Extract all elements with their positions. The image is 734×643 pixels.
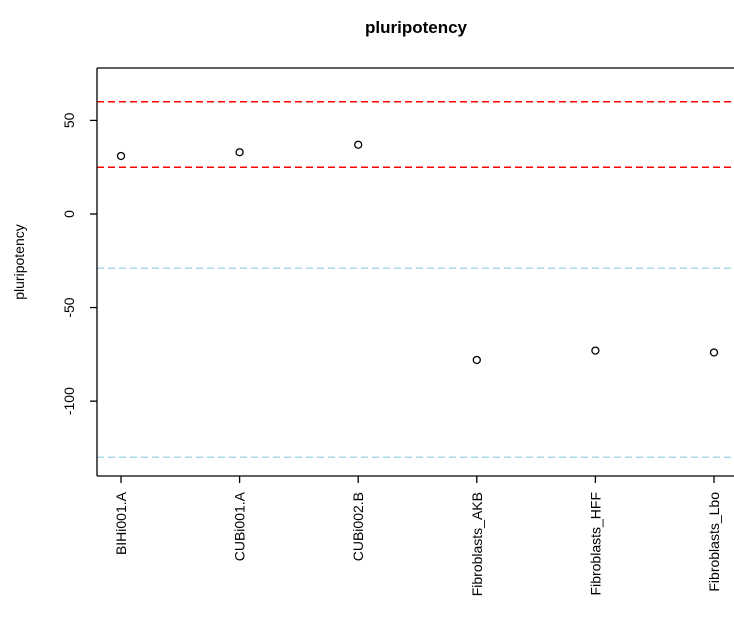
x-tick-label: BIHi001.A xyxy=(113,491,129,555)
data-point-5 xyxy=(591,346,600,355)
y-axis-label: pluripotency xyxy=(11,224,27,300)
data-point-2 xyxy=(235,148,244,157)
y-axis: -100 -50 0 50 xyxy=(61,112,97,415)
reference-lines xyxy=(97,100,734,459)
data-point-1 xyxy=(116,151,126,161)
x-tick-label: Fibroblasts_Lbo xyxy=(706,492,722,592)
data-point-4 xyxy=(472,355,481,365)
x-axis: BIHi001.A CUBi001.A CUBi002.B Fibroblasts_A… xyxy=(113,476,722,596)
y-tick-label: 50 xyxy=(61,112,77,128)
y-tick-label: 0 xyxy=(61,210,77,218)
x-tick-label: CUBi002.B xyxy=(350,492,366,561)
y-tick-label: -100 xyxy=(61,387,77,415)
data-points xyxy=(116,140,719,365)
y-tick-label: -50 xyxy=(61,297,77,317)
chart-title: pluripotency xyxy=(365,18,468,37)
x-tick-label: Fibroblasts_AKB xyxy=(469,492,485,596)
data-point-3 xyxy=(354,140,363,149)
data-point-6 xyxy=(709,348,719,357)
x-tick-label: CUBi001.A xyxy=(232,491,248,561)
x-tick-label: Fibroblasts_HFF xyxy=(587,492,603,595)
